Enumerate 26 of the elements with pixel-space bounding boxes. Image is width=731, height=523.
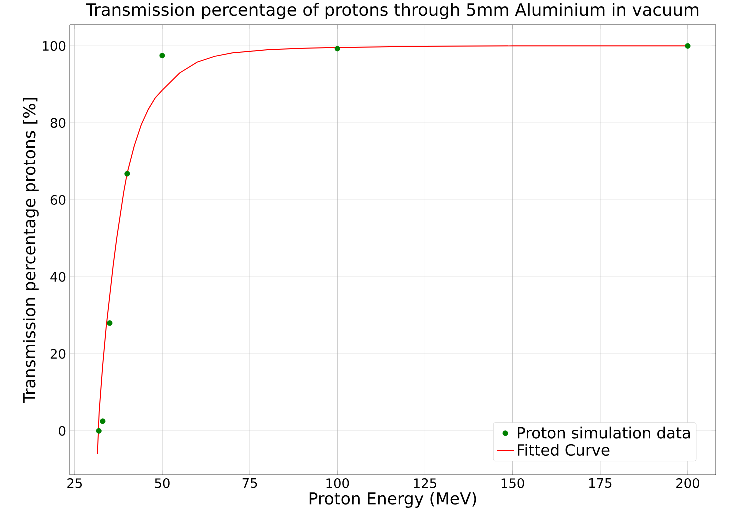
x-tick-label: 175 [589, 478, 612, 488]
chart-title: Transmission percentage of protons through 5mm Aluminium in vacuum [86, 3, 699, 20]
y-tick-label: 20 [50, 349, 66, 360]
y-tick-label: 40 [50, 272, 66, 282]
point [160, 53, 166, 59]
x-tick-label: 125 [414, 478, 436, 488]
x-tick-label: 75 [242, 478, 258, 488]
y-tick-label: 100 [43, 41, 66, 52]
legend-label: Fitted Curve [518, 444, 610, 456]
x-tick-label: 50 [155, 478, 170, 488]
x-tick-label: 25 [68, 478, 82, 488]
x-tick-label: 150 [502, 478, 524, 488]
x-axis-title: Proton Energy (MeV) [310, 492, 476, 508]
x-tick-label: 100 [326, 478, 350, 488]
point [107, 320, 113, 326]
x-tick-label: 200 [676, 478, 700, 488]
y-tick-label: 60 [50, 195, 66, 206]
point [124, 171, 130, 177]
y-axis-title: Transmission percentage protons [%] [23, 98, 39, 404]
point [685, 43, 691, 49]
point [100, 418, 106, 424]
legend-label: Proton simulation data [518, 426, 690, 439]
point [96, 428, 102, 434]
y-tick-label: 0 [59, 426, 66, 436]
point [334, 46, 340, 52]
y-tick-label: 80 [50, 118, 66, 128]
